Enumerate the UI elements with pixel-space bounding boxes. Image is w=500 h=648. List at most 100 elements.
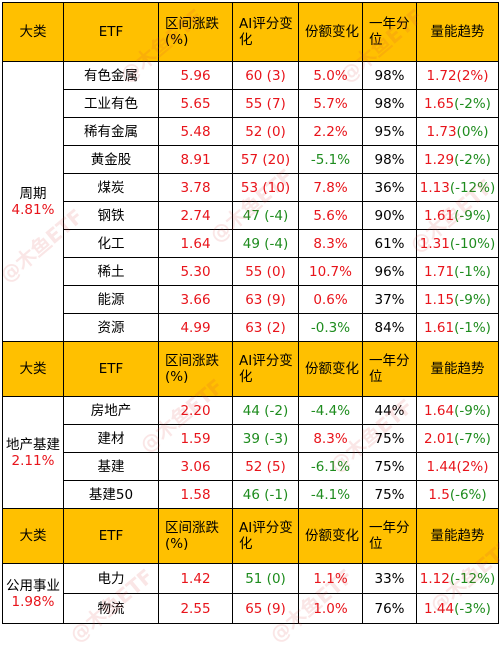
share-change-cell: 0.6% — [298, 285, 363, 314]
volume-trend-cell: 1.5(-6%) — [416, 480, 499, 509]
etf-table-body: 大类 ETF 区间涨跌(%) AI评分变化 份额变化 一年分位 量能趋势 周期 4.81% 有色金… — [2, 2, 499, 624]
table-row: 黄金股 8.91 57 (20) -5.1% 98% 1.29(-2%) — [3, 145, 499, 174]
ai-score-value: 52 — [245, 458, 263, 475]
change-cell: 3.66 — [158, 285, 233, 314]
volume-delta: (-1%) — [454, 263, 491, 280]
etf-name-cell: 房地产 — [63, 396, 159, 425]
share-change-cell: 5.6% — [298, 201, 363, 230]
share-change-cell: -4.1% — [298, 480, 363, 509]
volume-value: 1.73 — [426, 123, 457, 140]
ai-score-cell: 49 (-4) — [232, 229, 299, 258]
header-category: 大类 — [2, 341, 64, 397]
volume-delta: (2%) — [456, 458, 489, 475]
category-cell: 周期 4.81% — [2, 61, 64, 342]
volume-value: 1.15 — [424, 291, 455, 308]
header-etf: ETF — [63, 508, 159, 564]
volume-value: 1.61 — [424, 319, 455, 336]
volume-delta: (-1%) — [454, 319, 491, 336]
category-pct: 2.11% — [11, 452, 55, 469]
etf-name-cell: 钢铁 — [63, 201, 159, 230]
volume-value: 1.44 — [424, 600, 455, 617]
ai-score-cell: 46 (-1) — [232, 480, 299, 509]
percentile-cell: 37% — [362, 285, 417, 314]
ai-score-value: 63 — [245, 291, 263, 308]
change-cell: 3.78 — [158, 173, 233, 202]
ai-score-cell: 53 (10) — [232, 173, 299, 202]
header-etf: ETF — [63, 2, 159, 62]
ai-score-cell: 39 (-3) — [232, 424, 299, 453]
ai-score-value: 49 — [242, 235, 260, 252]
volume-delta: (-10%) — [449, 235, 496, 252]
volume-value: 1.71 — [424, 263, 455, 280]
header-category: 大类 — [2, 508, 64, 564]
ai-score-delta: (0) — [266, 570, 286, 587]
share-change-cell: -5.1% — [298, 145, 363, 174]
ai-score-value: 55 — [245, 263, 263, 280]
header-etf: ETF — [63, 341, 159, 397]
volume-trend-cell: 1.73(0%) — [416, 117, 499, 146]
change-cell: 4.99 — [158, 313, 233, 342]
ai-score-delta: (20) — [262, 151, 291, 168]
category-pct: 4.81% — [11, 201, 55, 218]
volume-delta: (-9%) — [454, 402, 491, 419]
percentile-cell: 75% — [362, 480, 417, 509]
share-change-cell: 1.0% — [298, 593, 363, 624]
etf-name-cell: 稀土 — [63, 257, 159, 286]
share-change-cell: 2.2% — [298, 117, 363, 146]
etf-name-cell: 稀有金属 — [63, 117, 159, 146]
volume-trend-cell: 1.44(-3%) — [416, 593, 499, 624]
change-cell: 5.48 — [158, 117, 233, 146]
volume-value: 1.44 — [426, 458, 457, 475]
header-share-change: 份额变化 — [298, 341, 363, 397]
ai-score-cell: 63 (2) — [232, 313, 299, 342]
ai-score-value: 55 — [245, 95, 263, 112]
percentile-cell: 75% — [362, 424, 417, 453]
table-row: 周期 4.81% 有色金属 5.96 60 (3) 5.0% 98% 1.72(2%) — [2, 61, 499, 342]
volume-delta: (-2%) — [454, 95, 491, 112]
volume-value: 1.5 — [428, 486, 450, 503]
ai-score-cell: 65 (9) — [232, 593, 299, 624]
etf-name-cell: 建材 — [63, 424, 159, 453]
volume-delta: (-3%) — [454, 600, 491, 617]
table-row: 煤炭 3.78 53 (10) 7.8% 36% 1.13(-12%) — [3, 173, 499, 202]
ai-score-value: 39 — [242, 430, 260, 447]
category-pct: 1.98% — [11, 593, 55, 610]
category-cell: 公用事业 1.98% — [2, 563, 64, 624]
ai-score-cell: 52 (0) — [232, 117, 299, 146]
etf-name-cell: 煤炭 — [63, 173, 159, 202]
share-change-cell: 5.0% — [298, 61, 363, 90]
header-change: 区间涨跌(%) — [158, 508, 233, 564]
ai-score-delta: (-4) — [264, 207, 289, 224]
volume-trend-cell: 1.13(-12%) — [416, 173, 499, 202]
ai-score-cell: 57 (20) — [232, 145, 299, 174]
header-percentile: 一年分位 — [362, 2, 417, 62]
percentile-cell: 98% — [362, 89, 417, 118]
ai-score-delta: (7) — [266, 95, 286, 112]
ai-score-delta: (5) — [266, 458, 286, 475]
header-ai-score: AI评分变化 — [232, 341, 299, 397]
header-row: 大类 ETF 区间涨跌(%) AI评分变化 份额变化 一年分位 量能趋势 — [2, 341, 499, 397]
ai-score-value: 51 — [245, 570, 263, 587]
header-ai-score: AI评分变化 — [232, 508, 299, 564]
volume-trend-cell: 1.64(-9%) — [416, 396, 499, 425]
volume-trend-cell: 1.44(2%) — [416, 452, 499, 481]
ai-score-value: 65 — [245, 600, 263, 617]
etf-name-cell: 资源 — [63, 313, 159, 342]
volume-trend-cell: 1.61(-9%) — [416, 201, 499, 230]
table-row: 地产基建 2.11% 房地产 2.20 44 (-2) -4.4% 44% 1.64(-9%) — [2, 396, 499, 509]
volume-trend-cell: 1.31(-10%) — [416, 229, 499, 258]
etf-name-cell: 能源 — [63, 285, 159, 314]
ai-score-value: 47 — [242, 207, 260, 224]
change-cell: 5.65 — [158, 89, 233, 118]
volume-value: 1.61 — [424, 207, 455, 224]
change-cell: 8.91 — [158, 145, 233, 174]
ai-score-value: 53 — [240, 179, 259, 196]
header-share-change: 份额变化 — [298, 508, 363, 564]
volume-value: 1.64 — [424, 402, 455, 419]
volume-delta: (-6%) — [449, 486, 487, 503]
volume-value: 1.13 — [419, 179, 450, 196]
ai-score-delta: (-4) — [264, 235, 289, 252]
percentile-cell: 84% — [362, 313, 417, 342]
percentile-cell: 75% — [362, 452, 417, 481]
share-change-cell: 7.8% — [298, 173, 363, 202]
